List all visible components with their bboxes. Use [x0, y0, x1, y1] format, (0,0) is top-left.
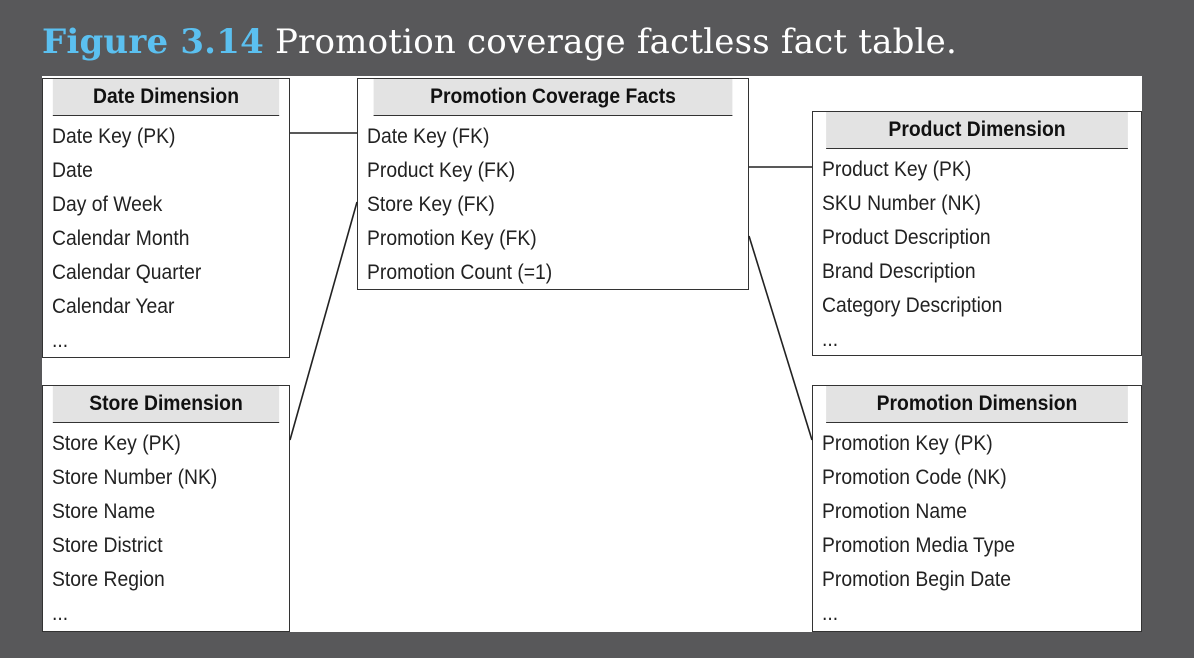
attribute: Store District	[52, 534, 163, 557]
attribute: Product Key (FK)	[367, 159, 516, 182]
table-header: Product Dimension	[826, 112, 1128, 149]
table-header: Promotion Dimension	[826, 386, 1128, 423]
attribute: Date	[52, 159, 93, 182]
attribute: Store Key (PK)	[52, 432, 181, 455]
store-dimension-table: Store Dimension Store Key (PK) Store Num…	[42, 385, 290, 632]
attribute: Promotion Begin Date	[822, 568, 1012, 591]
attribute-list: Promotion Key (PK) Promotion Code (NK) P…	[813, 423, 1141, 631]
figure-title: Promotion coverage factless fact table.	[274, 22, 957, 62]
attribute: ...	[52, 602, 69, 625]
attribute: ...	[822, 328, 839, 351]
attribute-list: Date Key (PK) Date Day of Week Calendar …	[43, 116, 289, 358]
attribute: Calendar Quarter	[52, 261, 202, 284]
attribute: Promotion Code (NK)	[822, 466, 1007, 489]
promotion-dimension-table: Promotion Dimension Promotion Key (PK) P…	[812, 385, 1142, 632]
figure-label: Figure 3.14	[42, 22, 264, 62]
attribute: Promotion Media Type	[822, 534, 1015, 557]
attribute: SKU Number (NK)	[822, 192, 981, 215]
attribute: Promotion Key (PK)	[822, 432, 993, 455]
attribute: Promotion Key (FK)	[367, 227, 537, 250]
attribute: ...	[52, 329, 69, 352]
promotion-coverage-facts-table: Promotion Coverage Facts Date Key (FK) P…	[357, 78, 749, 290]
date-dimension-table: Date Dimension Date Key (PK) Date Day of…	[42, 78, 290, 358]
attribute: Brand Description	[822, 260, 976, 283]
attribute: Store Name	[52, 500, 156, 523]
figure-caption: Figure 3.14 Promotion coverage factless …	[42, 22, 957, 62]
attribute: ...	[822, 602, 839, 625]
attribute: Day of Week	[52, 193, 163, 216]
attribute-list: Store Key (PK) Store Number (NK) Store N…	[43, 423, 289, 631]
table-header: Date Dimension	[52, 79, 280, 116]
attribute: Promotion Count (=1)	[367, 261, 553, 284]
attribute: Calendar Month	[52, 227, 190, 250]
attribute: Date Key (FK)	[367, 125, 490, 148]
attribute: Store Number (NK)	[52, 466, 218, 489]
attribute: Store Key (FK)	[367, 193, 495, 216]
attribute: Promotion Name	[822, 500, 967, 523]
attribute: Category Description	[822, 294, 1003, 317]
attribute: Calendar Year	[52, 295, 175, 318]
attribute-list: Date Key (FK) Product Key (FK) Store Key…	[358, 116, 748, 290]
attribute: Product Key (PK)	[822, 158, 972, 181]
table-header: Promotion Coverage Facts	[373, 79, 733, 116]
attribute: Product Description	[822, 226, 991, 249]
attribute-list: Product Key (PK) SKU Number (NK) Product…	[813, 149, 1141, 357]
attribute: Store Region	[52, 568, 165, 591]
attribute: Date Key (PK)	[52, 125, 176, 148]
table-header: Store Dimension	[52, 386, 280, 423]
product-dimension-table: Product Dimension Product Key (PK) SKU N…	[812, 111, 1142, 356]
